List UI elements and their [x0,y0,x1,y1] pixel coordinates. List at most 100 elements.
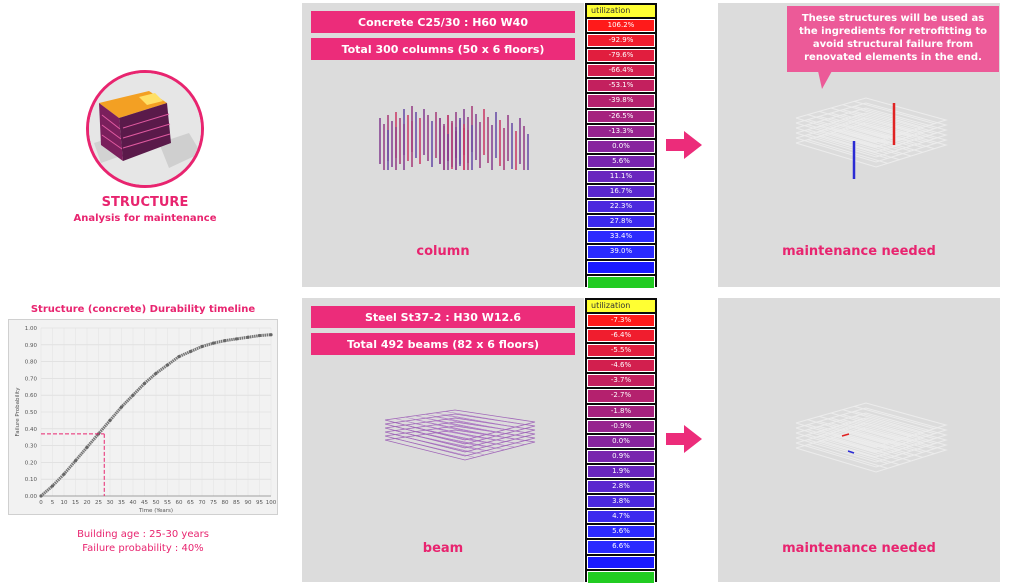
x-tick-label: 95 [256,500,263,506]
beam-model [375,400,545,470]
column-legend-cell: 27.8% [587,215,655,229]
structure-thumbnail [86,70,204,188]
x-tick-label: 5 [51,500,55,506]
beam-floor-outline [384,425,536,457]
data-point [188,349,193,354]
x-tick-label: 90 [245,500,252,506]
x-tick-label: 65 [187,500,194,506]
data-point [50,484,55,488]
x-tick-label: 100 [266,500,277,506]
chart-svg: 0.00 0.10 0.20 0.30 0.40 0.50 0.60 0.70 0.80 0.90… [15,326,277,514]
structure-subtitle: Analysis for maintenance [73,213,217,224]
x-tick-label: 30 [107,500,114,506]
data-point [131,393,135,397]
column-legend-cell: 0.0% [587,139,655,153]
ghost-grid-line [807,419,888,444]
beam-element [444,411,526,425]
beam-legend-cell: -7.3% [587,314,655,328]
x-tick-label: 70 [199,500,206,506]
data-point [85,445,89,449]
column-legend-cell: 5.6% [587,154,655,168]
ghost-grid-line [842,104,923,128]
column-total-label: Total 300 columns (50 x 6 floors) [311,38,575,60]
beam-legend-cell: 0.9% [587,449,655,463]
beam-element [394,418,476,438]
beam-legend-cell: -3.7% [587,374,655,388]
retrofitting-callout: These structures will be used as the ing… [787,6,999,72]
building-age-text: Building age : 25-30 years [77,529,209,540]
beam-total-label: Total 492 beams (82 x 6 floors) [311,333,575,355]
x-tick-label: 0 [39,500,43,506]
beam-element [434,412,516,428]
column-legend-cell [587,260,655,274]
beam-floor-outline [384,429,536,461]
beam-legend-cell: 5.6% [587,525,655,539]
data-point [142,381,147,386]
data-point [223,339,227,343]
ghost-grid-line [807,444,888,469]
x-tick-label: 60 [176,500,183,506]
y-tick-label: 0.30 [25,444,38,450]
ghost-grid-line [819,440,900,466]
durability-chart: 0.00 0.10 0.20 0.30 0.40 0.50 0.60 0.70 0.80 0.90… [8,319,278,515]
ghost-grid-line [854,405,935,430]
beam-legend-cells: -7.3% -6.4% -5.5% -4.6% -3.7% -2.7% -1.8% -0.9%… [587,314,655,584]
data-point [39,494,43,498]
y-tick-label: 0.90 [25,343,38,349]
column-legend-cell-green [587,275,655,289]
x-tick-label: 50 [153,500,160,506]
ghost-grid-line [830,432,912,457]
column-legend-cell: 16.7% [587,185,655,199]
column-legend-cell: 106.2% [587,19,655,33]
data-point [211,341,216,345]
ghost-grid-line [842,409,923,433]
data-point [234,337,239,341]
y-tick-label: 0.40 [25,427,38,433]
beam-model-svg [384,409,536,461]
column-model-svg [379,106,529,180]
ghost-grid-line [854,410,935,435]
ghost-grid-line [807,134,888,159]
y-tick-label: 0.00 [25,494,38,500]
column-legend-cell: 11.1% [587,169,655,184]
ghost-grid-line [819,120,900,146]
column-legend-cell: -53.1% [587,79,655,93]
x-tick-label: 15 [72,500,79,506]
beam-maintenance-panel [718,298,1000,582]
beam-legend-cell: -2.7% [587,389,655,403]
arrow-right-icon [666,131,702,159]
ghost-grid-line [807,434,888,459]
ghost-grid-line [807,124,888,149]
data-point [200,344,204,349]
x-tick-label: 45 [141,500,148,506]
beam-element [414,415,496,433]
ghost-grid-line [830,117,912,142]
callout-pointer [818,71,832,89]
column-utilization-legend: utilization 106.2% -92.9% -79.6% -66.4% -53.… [585,3,657,289]
ghost-grid-line [819,125,900,151]
arrow-right-icon [666,425,702,453]
ghost-grid-line [807,429,888,454]
column-legend-header: utilization [587,5,655,17]
column-legend-cell: -79.6% [587,49,655,63]
ghost-grid-line [819,425,900,451]
y-tick-label: 0.50 [25,410,38,416]
ghost-grid-line [842,114,923,138]
column-legend-cell: -13.3% [587,124,655,138]
x-tick-label: 40 [130,500,137,506]
ghost-grid-line [819,435,900,461]
beam-caption: beam [422,541,464,556]
data-point [246,335,250,339]
x-tick-label: 25 [95,500,102,506]
building-illustration [89,73,201,185]
ghost-grid-line [819,415,900,441]
beam-element [424,414,506,430]
y-tick-label: 0.60 [25,393,38,399]
x-axis-label: Time (Years) [138,508,173,514]
beam-material-label: Steel St37-2 : H30 W12.6 [311,306,575,328]
ghost-grid-line [807,424,888,449]
beam-legend-cell: 1.9% [587,464,655,479]
column-caption: column [416,244,470,259]
data-point [119,405,124,409]
ghost-grid-line [842,424,923,448]
